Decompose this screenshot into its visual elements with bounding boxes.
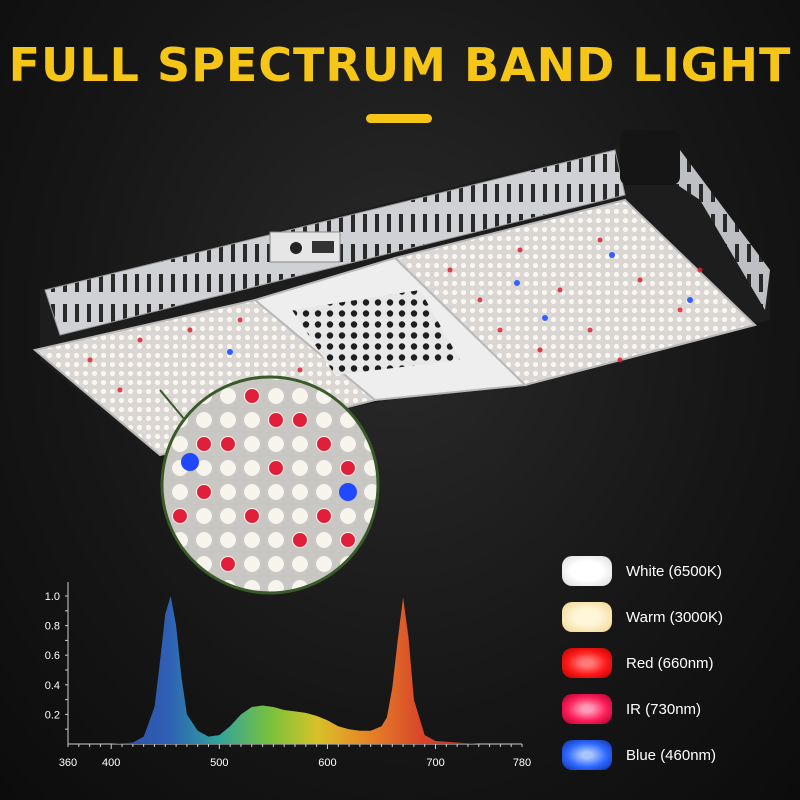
legend-label: Blue (460nm) <box>626 746 717 764</box>
page-title: FULL SPECTRUM BAND LIGHT <box>8 38 792 92</box>
x-tick-label: 600 <box>318 757 336 769</box>
warm-led-swatch-icon <box>562 602 612 632</box>
x-tick-label: 360 <box>59 757 77 769</box>
spectrum-area-series <box>68 596 522 744</box>
y-tick-label: 1.0 <box>45 591 60 603</box>
x-tick-label: 780 <box>513 757 531 769</box>
legend-label: White (6500K) <box>626 562 722 580</box>
y-tick-label: 0.4 <box>45 680 60 692</box>
red-led-swatch-icon <box>562 648 612 678</box>
y-tick-label: 0.2 <box>45 709 60 721</box>
x-tick-label: 400 <box>102 757 120 769</box>
legend-item-white: White (6500K) <box>562 548 792 594</box>
light-color-legend: White (6500K) Warm (3000K) Red (660nm) I… <box>562 548 792 778</box>
legend-item-ir: IR (730nm) <box>562 686 792 732</box>
legend-item-red: Red (660nm) <box>562 640 792 686</box>
legend-label: Red (660nm) <box>626 654 714 672</box>
title-underline <box>366 114 432 123</box>
legend-item-warm: Warm (3000K) <box>562 594 792 640</box>
legend-label: Warm (3000K) <box>626 608 723 626</box>
y-tick-label: 0.8 <box>45 621 60 633</box>
blue-led-swatch-icon <box>562 740 612 770</box>
y-tick-label: 0.6 <box>45 650 60 662</box>
spectrum-chart: 360 400 500 600 700 780 1.0 0.8 0.6 0.4 0.2 <box>45 582 531 769</box>
ir-led-swatch-icon <box>562 694 612 724</box>
x-tick-label: 700 <box>426 757 444 769</box>
legend-label: IR (730nm) <box>626 700 702 718</box>
x-tick-label: 500 <box>210 757 228 769</box>
legend-item-blue: Blue (460nm) <box>562 732 792 778</box>
white-led-swatch-icon <box>562 556 612 586</box>
